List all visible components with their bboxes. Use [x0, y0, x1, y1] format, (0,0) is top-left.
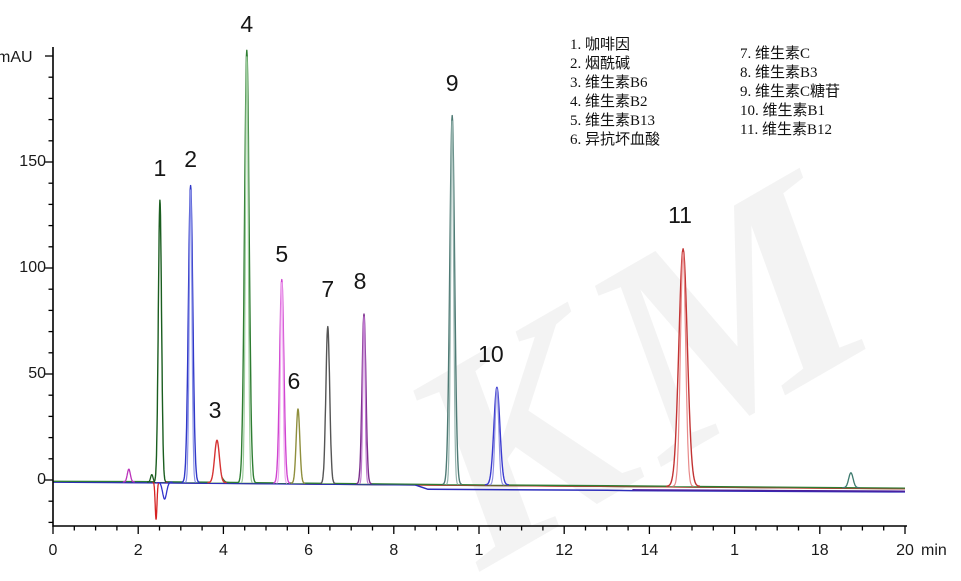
legend-item-col1-4: 5. 维生素B13	[570, 113, 656, 129]
legend-item-col1-0: 1. 咖啡因	[570, 37, 631, 53]
legend-item-col2-1: 8. 维生素B3	[740, 65, 818, 81]
x-tick-label-4: 4	[218, 542, 228, 559]
legend-item-col2-2: 9. 维生素C糖苷	[740, 84, 841, 100]
x-tick-label-16: 1	[730, 542, 740, 559]
legend-column-1: 1. 咖啡因 2. 烟酰碱 3. 维生素B6 4. 维生素B2 5. 维生素B13 6. …	[570, 36, 660, 150]
x-tick-label-12: 12	[555, 542, 574, 559]
legend-item-col1-5: 6. 异抗坏血酸	[570, 132, 661, 148]
peak-label-2: 2	[184, 146, 197, 172]
y-tick-label-50: 50	[28, 365, 46, 382]
peak-trace-inner-2	[184, 189, 197, 483]
x-tick-label-2: 2	[133, 542, 143, 559]
x-tick-label-10: 1	[474, 542, 484, 559]
noise-feature-2	[151, 481, 161, 520]
peak-trace-6	[290, 408, 306, 484]
peak-trace-inner-9	[445, 120, 459, 485]
peak-trace-inner-10	[489, 388, 505, 486]
peak-label-10: 10	[478, 341, 504, 367]
peak-label-4: 4	[240, 11, 254, 37]
legend-item-col2-3: 10. 维生素B1	[740, 103, 826, 119]
peak-trace-10	[484, 386, 510, 486]
y-tick-label-100: 100	[19, 259, 46, 276]
y-axis-unit-label: mAU	[0, 49, 33, 66]
peak-trace-4	[237, 49, 257, 484]
noise-feature-0	[122, 468, 136, 483]
peak-label-5: 5	[275, 241, 289, 267]
peak-trace-2	[181, 184, 200, 483]
peak-trace-8	[356, 313, 372, 485]
x-tick-label-8: 8	[389, 542, 399, 559]
x-tick-label-18: 18	[810, 542, 829, 559]
peak-label-9: 9	[445, 70, 459, 96]
baseline-trace-5	[52, 480, 906, 489]
legend-item-col1-2: 3. 维生素B6	[570, 75, 648, 91]
legend-item-col2-0: 7. 维生素C	[740, 46, 811, 62]
peak-label-1: 1	[153, 155, 167, 181]
peak-trace-inner-4	[240, 56, 253, 484]
peak-label-3: 3	[208, 397, 222, 423]
legend-item-col1-1: 2. 烟酰碱	[570, 56, 631, 72]
peak-trace-inner-11	[672, 251, 694, 487]
legend-column-2: 7. 维生素C 8. 维生素B3 9. 维生素C糖苷 10. 维生素B1 11. 维生素…	[740, 45, 840, 140]
x-tick-label-0: 0	[48, 542, 58, 559]
noise-feature-7	[841, 472, 860, 489]
peak-trace-11	[666, 248, 700, 487]
peak-label-7: 7	[321, 276, 335, 302]
legend-item-col1-3: 4. 维生素B2	[570, 94, 648, 110]
peak-label-11: 11	[668, 202, 692, 228]
legend-item-col2-4: 11. 维生素B12	[740, 122, 832, 138]
y-tick-label-150: 150	[19, 153, 46, 170]
peak-trace-3	[207, 439, 227, 484]
x-tick-label-6: 6	[304, 542, 314, 559]
x-axis-unit-label: min	[921, 542, 947, 559]
noise-feature-5	[156, 481, 173, 500]
peak-trace-1	[153, 199, 167, 483]
x-tick-label-20: 20	[896, 542, 914, 559]
peak-trace-inner-5	[276, 282, 288, 484]
y-tick-label-0: 0	[37, 471, 46, 488]
peak-trace-inner-8	[358, 316, 370, 485]
peak-label-8: 8	[353, 268, 367, 294]
peak-label-6: 6	[287, 368, 301, 394]
peak-trace-9	[442, 114, 463, 485]
peak-trace-5	[273, 278, 291, 484]
baseline-trace-3	[52, 481, 906, 493]
peak-trace-7	[319, 325, 336, 485]
x-tick-label-14: 14	[640, 542, 659, 559]
baseline-trace-4	[632, 489, 906, 492]
